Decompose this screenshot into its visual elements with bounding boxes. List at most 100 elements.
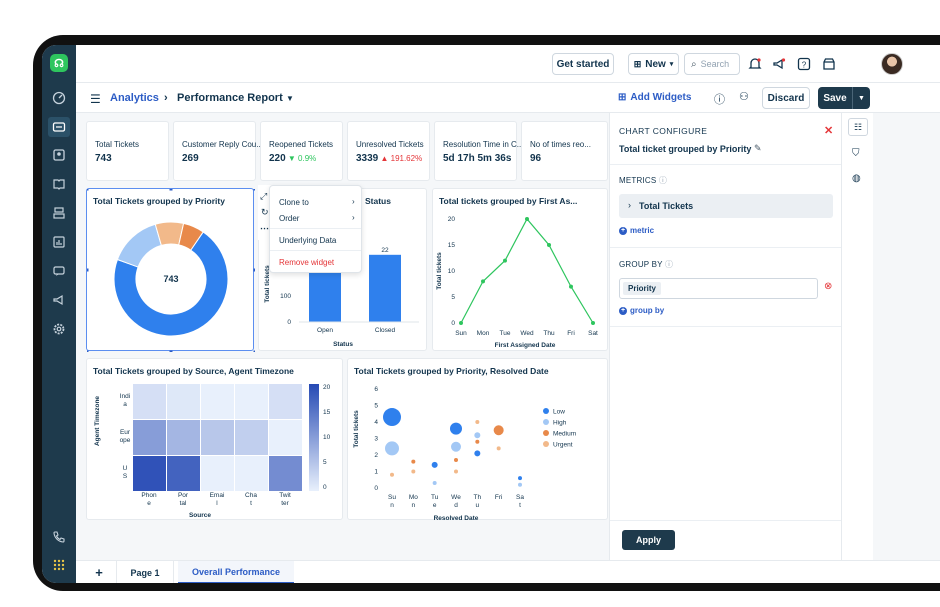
report-title[interactable]: Performance Report <box>177 92 283 104</box>
priority-resolved-widget[interactable]: Total Tickets grouped by Priority, Resol… <box>347 358 608 521</box>
help-icon[interactable]: ? <box>795 55 813 73</box>
y-axis-title: Agent Timezone <box>94 396 101 446</box>
kpi-card[interactable]: Unresolved Tickets 3339 ▲ 191.62% <box>347 121 430 181</box>
discard-button[interactable]: Discard <box>762 87 810 109</box>
panel-heading: CHART CONFIGURE <box>619 126 708 136</box>
expand-icon[interactable]: ⤢ <box>260 191 268 201</box>
chevron-down-icon[interactable]: ▼ <box>852 87 870 109</box>
kpi-card[interactable]: No of times reo... 96 <box>521 121 608 181</box>
refresh-icon[interactable]: ↻ <box>261 207 269 217</box>
kpi-number: 269 <box>182 153 199 164</box>
x-tick-label: Wed <box>520 330 534 337</box>
apps-grid-icon[interactable] <box>51 557 67 573</box>
tab-page-1[interactable]: Page 1 <box>116 561 174 583</box>
megaphone-icon[interactable] <box>770 55 788 73</box>
edit-pencil-icon[interactable]: ✎ <box>754 143 762 153</box>
new-button[interactable]: ⊞ New ▾ <box>628 53 679 75</box>
donut-center-label: 743 <box>163 274 178 284</box>
x-tick-label: t <box>250 500 252 507</box>
dashboard-icon[interactable] <box>51 90 67 106</box>
add-metric-link[interactable]: + metric <box>619 226 654 235</box>
kpi-delta-badge: ▼ 0.9% <box>285 154 317 163</box>
priority-widget[interactable]: Total Tickets grouped by Priority 743 <box>86 188 255 352</box>
widget-toolbar: ⤢ ↻ ⋯ <box>258 185 272 240</box>
breadcrumb-analytics[interactable]: Analytics <box>110 92 159 104</box>
group-chip[interactable]: Priority <box>623 282 662 295</box>
bubble-medium <box>411 459 416 464</box>
page-tabs-bar: + Page 1 Overall Performance <box>76 560 940 583</box>
list-settings-icon[interactable]: ☷ <box>848 118 868 136</box>
source-timezone-widget[interactable]: Total Tickets grouped by Source, Agent T… <box>86 358 343 520</box>
scale-tick-label: 15 <box>323 409 331 416</box>
add-group-link[interactable]: + group by <box>619 306 664 315</box>
menu-remove-widget[interactable]: Remove widget <box>279 258 335 267</box>
user-avatar[interactable] <box>881 53 903 75</box>
left-sidebar: ☊ <box>42 45 76 583</box>
x-tick-label: Su <box>388 494 396 501</box>
x-tick-label: Tu <box>431 494 439 501</box>
legend-label: High <box>553 420 567 427</box>
help-circle-icon[interactable]: ⓘ <box>714 94 725 106</box>
filter-icon[interactable]: ⛉ <box>852 148 860 159</box>
knowledge-base-icon[interactable] <box>51 176 67 192</box>
add-widgets-button[interactable]: ⊞ Add Widgets <box>618 92 691 103</box>
save-button[interactable]: Save ▼ <box>818 87 870 109</box>
menu-lines-icon[interactable]: ☰ <box>90 92 101 106</box>
chevron-down-icon[interactable]: ▼ <box>286 94 294 103</box>
widget-title: Total tickets grouped by First As... <box>439 196 578 206</box>
settings-icon[interactable] <box>51 321 67 337</box>
kpi-label: Reopened Tickets <box>269 140 334 149</box>
heatmap-cell <box>235 456 268 491</box>
legend-marker <box>543 441 549 447</box>
group-by-label: GROUP BY ⓘ <box>619 260 674 269</box>
search-input[interactable]: ⌕ Search <box>684 53 740 75</box>
widget-title: Status <box>365 196 391 206</box>
y-tick-label: 100 <box>280 293 291 300</box>
contacts-icon[interactable] <box>51 147 67 163</box>
kpi-card[interactable]: Total Tickets 743 <box>86 121 169 181</box>
add-page-button[interactable]: + <box>95 565 103 580</box>
bubble-high <box>385 441 399 456</box>
first-assigned-widget[interactable]: Total tickets grouped by First As... 0 5 1… <box>432 188 608 351</box>
priority-donut-chart: 743 <box>87 189 255 352</box>
chevron-right-icon: › <box>628 200 631 210</box>
assets-icon[interactable] <box>51 205 67 221</box>
apply-button[interactable]: Apply <box>622 530 675 550</box>
heatmap-cell <box>235 384 268 419</box>
metric-item[interactable]: › Total Tickets <box>619 194 833 218</box>
kpi-card[interactable]: Customer Reply Cou... 269 <box>173 121 263 181</box>
scale-tick-label: 10 <box>323 434 331 441</box>
group-by-field[interactable]: Priority <box>619 278 818 299</box>
announcement-icon[interactable] <box>51 292 67 308</box>
get-started-button[interactable]: Get started <box>552 53 614 75</box>
phone-icon[interactable] <box>51 529 67 545</box>
y-tick-label: 20 <box>448 216 456 223</box>
tab-overall-performance[interactable]: Overall Performance <box>178 561 294 583</box>
heatmap-cell <box>201 420 234 455</box>
x-tick-label: Emai <box>210 492 225 499</box>
chat-icon[interactable] <box>51 263 67 279</box>
kpi-card[interactable]: Resolution Time in C... 5d 17h 5m 36s <box>434 121 523 181</box>
resize-handle <box>87 350 89 352</box>
more-dots-icon[interactable]: ⋯ <box>260 223 269 233</box>
x-tick-label: e <box>147 500 151 507</box>
tickets-icon[interactable] <box>48 117 70 137</box>
heatmap-cell <box>167 420 200 455</box>
share-user-icon[interactable]: ⚇ <box>739 91 749 103</box>
menu-order[interactable]: Order <box>279 214 300 223</box>
kpi-card[interactable]: Reopened Tickets 220 ▼ 0.9% <box>260 121 343 181</box>
menu-divider <box>270 228 361 229</box>
kpi-label: Resolution Time in C... <box>443 140 524 149</box>
headset-logo-icon[interactable]: ☊ <box>50 54 68 72</box>
palette-icon[interactable]: ◍ <box>852 173 861 184</box>
chart-name: Total ticket grouped by Priority <box>619 144 752 154</box>
remove-circle-icon[interactable]: ⊗ <box>824 281 833 292</box>
menu-clone-to[interactable]: Clone to <box>279 198 309 207</box>
notification-bell-icon[interactable] <box>746 55 764 73</box>
bubble-high <box>432 481 437 486</box>
reports-icon[interactable] <box>51 234 67 250</box>
kpi-label: Customer Reply Cou... <box>182 140 263 149</box>
close-icon[interactable]: ✕ <box>824 125 834 137</box>
marketplace-icon[interactable] <box>820 55 838 73</box>
menu-underlying-data[interactable]: Underlying Data <box>279 236 337 245</box>
